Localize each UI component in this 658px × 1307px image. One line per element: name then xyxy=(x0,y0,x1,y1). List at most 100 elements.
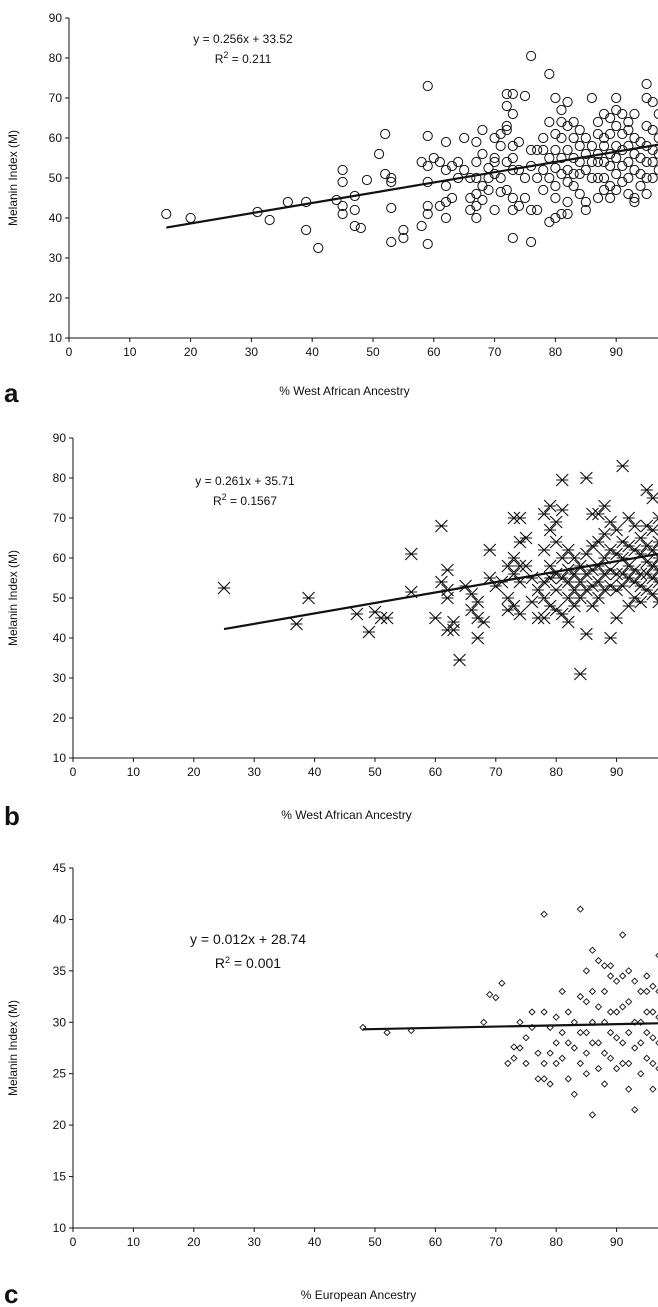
data-point xyxy=(441,591,454,605)
data-point xyxy=(582,1049,591,1057)
data-point xyxy=(386,172,397,184)
data-point xyxy=(537,507,551,521)
data-point xyxy=(580,547,593,561)
data-point xyxy=(612,1034,621,1042)
y-tick-label: 30 xyxy=(53,671,67,685)
y-tick-label: 60 xyxy=(53,551,67,565)
data-point xyxy=(592,156,604,168)
data-point xyxy=(217,581,231,595)
data-point xyxy=(625,1028,633,1037)
data-point xyxy=(655,988,658,995)
data-point xyxy=(594,1003,603,1011)
data-point xyxy=(655,1014,658,1020)
x-tick-label: 20 xyxy=(184,345,198,359)
data-point xyxy=(586,140,597,152)
data-point xyxy=(592,535,605,549)
data-point xyxy=(544,172,555,184)
data-point xyxy=(619,972,627,980)
r-squared-symbol: R xyxy=(213,494,222,508)
data-point xyxy=(264,214,275,226)
x-tick-label: 60 xyxy=(427,345,441,359)
data-point xyxy=(561,543,575,557)
data-point xyxy=(337,176,348,188)
panel-letter: c xyxy=(4,1279,18,1307)
data-point xyxy=(543,559,557,573)
data-point xyxy=(588,946,597,954)
data-point xyxy=(504,1059,512,1068)
data-point xyxy=(623,124,634,136)
data-point xyxy=(643,1028,651,1037)
data-point xyxy=(652,511,658,525)
data-point xyxy=(537,611,551,625)
r-squared-label: R2 = 0.211 xyxy=(215,50,272,66)
data-point xyxy=(486,990,494,999)
data-point xyxy=(568,116,579,128)
data-point xyxy=(495,186,506,198)
data-point xyxy=(386,176,397,188)
data-point xyxy=(471,172,482,184)
data-point xyxy=(407,1026,415,1035)
x-tick-label: 30 xyxy=(248,765,262,779)
data-point xyxy=(612,1008,621,1016)
data-point xyxy=(556,152,567,164)
y-tick-label: 20 xyxy=(53,711,67,725)
data-point xyxy=(161,208,172,220)
data-point xyxy=(501,88,512,100)
data-point xyxy=(477,194,488,206)
x-tick-label: 60 xyxy=(429,765,443,779)
data-point xyxy=(580,627,593,641)
data-point xyxy=(653,132,658,144)
data-point xyxy=(567,599,581,613)
data-point xyxy=(640,483,654,497)
data-point xyxy=(483,162,494,174)
x-tick-label: 60 xyxy=(429,1235,443,1249)
x-tick-label: 10 xyxy=(127,765,141,779)
y-axis-label: Melanin Index (M) xyxy=(6,550,20,646)
data-point xyxy=(610,523,623,537)
data-point xyxy=(588,1111,597,1119)
r-squared-value: = 0.211 xyxy=(228,52,271,66)
data-point xyxy=(532,204,543,216)
data-point xyxy=(605,112,616,124)
regression-equation: y = 0.012x + 28.74 xyxy=(190,931,306,947)
y-tick-label: 50 xyxy=(53,591,67,605)
data-point xyxy=(429,611,442,625)
data-point xyxy=(611,184,622,196)
x-tick-label: 90 xyxy=(610,1235,624,1249)
data-point xyxy=(631,1018,639,1026)
data-point xyxy=(558,1028,566,1037)
data-point xyxy=(471,212,482,224)
data-point xyxy=(510,1054,518,1062)
data-point xyxy=(489,204,500,216)
data-point xyxy=(576,905,584,913)
y-tick-label: 70 xyxy=(53,511,67,525)
data-point xyxy=(471,188,482,200)
data-point xyxy=(440,212,452,224)
data-point xyxy=(629,196,640,208)
x-tick-label: 20 xyxy=(187,1235,201,1249)
data-point xyxy=(568,168,579,180)
x-tick-label: 80 xyxy=(549,345,563,359)
data-point xyxy=(519,192,531,204)
data-point xyxy=(447,623,460,637)
data-point xyxy=(453,653,466,667)
x-tick-label: 0 xyxy=(70,765,77,779)
data-point xyxy=(643,972,651,980)
data-point xyxy=(588,1039,597,1047)
data-point xyxy=(290,617,303,631)
r-squared-value: = 0.001 xyxy=(230,955,281,971)
data-point xyxy=(532,144,543,156)
y-tick-label: 80 xyxy=(53,471,67,485)
panel-letter: a xyxy=(4,378,19,408)
data-point xyxy=(570,1090,578,1098)
data-point xyxy=(386,202,397,214)
x-tick-label: 50 xyxy=(366,345,380,359)
data-point xyxy=(641,156,652,168)
data-point xyxy=(540,1008,548,1016)
data-point xyxy=(629,108,640,120)
data-point xyxy=(398,224,409,236)
y-tick-label: 90 xyxy=(49,11,63,25)
data-point xyxy=(647,172,658,184)
data-point xyxy=(637,1018,645,1026)
data-point xyxy=(641,172,652,184)
